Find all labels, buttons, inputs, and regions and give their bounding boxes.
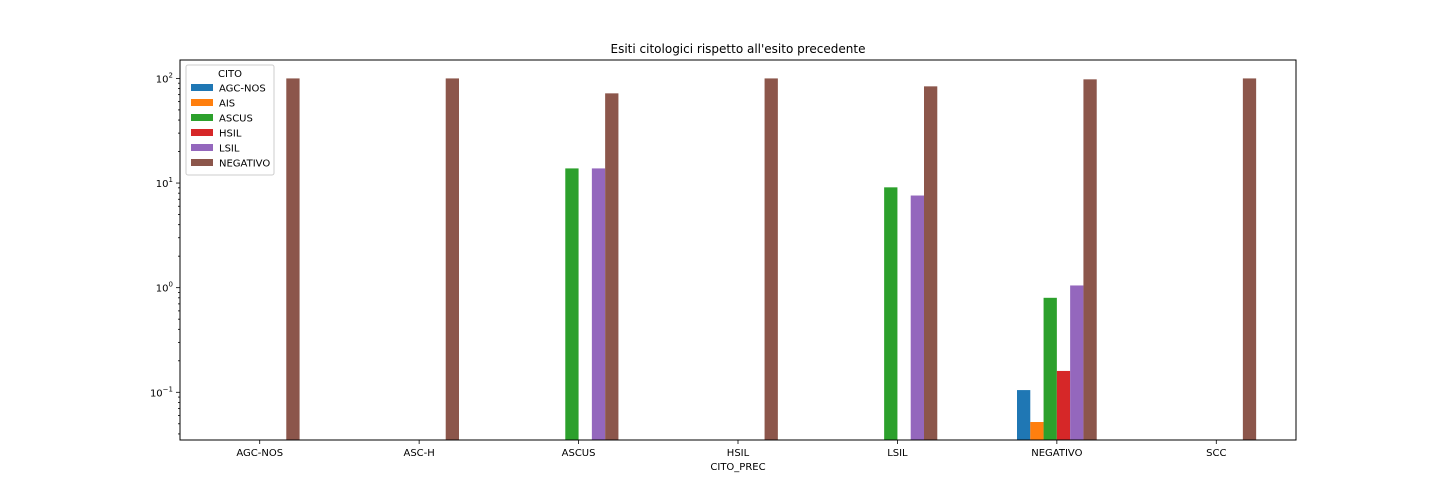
legend-swatch-lsil bbox=[191, 144, 213, 151]
y-axis: 10−1 100 101 102 bbox=[150, 71, 180, 435]
y-tick-label: 100 bbox=[156, 281, 173, 295]
bar-agc-nos-negativo bbox=[1017, 390, 1031, 440]
legend-swatch-ais bbox=[191, 99, 213, 106]
bar-negativo-ascus bbox=[605, 93, 619, 440]
legend-label-ais: AIS bbox=[219, 99, 235, 110]
x-tick-label: ASCUS bbox=[562, 448, 596, 459]
x-tick-label: SCC bbox=[1206, 448, 1226, 459]
y-tick-label: 101 bbox=[156, 176, 173, 190]
bar-ascus-ascus bbox=[565, 168, 579, 440]
bar-negativo-asc-h bbox=[445, 78, 459, 441]
legend-label-ascus: ASCUS bbox=[219, 114, 253, 125]
bar-negativo-lsil bbox=[924, 86, 938, 440]
bar-lsil-negativo bbox=[1070, 285, 1084, 440]
bar-hsil-negativo bbox=[1056, 370, 1071, 440]
legend-title: CITO bbox=[218, 69, 242, 80]
bar-negativo-negativo bbox=[1083, 79, 1097, 440]
bar-ais-negativo bbox=[1030, 422, 1044, 440]
legend-swatch-agc-nos bbox=[191, 84, 213, 91]
legend-label-negativo: NEGATIVO bbox=[219, 159, 270, 170]
plot-frame bbox=[179, 59, 1297, 441]
legend: CITO AGC-NOS AIS ASCUS HSIL LSIL NEGATIVO bbox=[185, 64, 275, 176]
bar-negativo-agc-nos bbox=[286, 78, 300, 441]
legend-swatch-hsil bbox=[191, 129, 213, 136]
bar-negativo-scc bbox=[1242, 78, 1257, 441]
bars-layer bbox=[286, 78, 1257, 441]
x-tick-label: NEGATIVO bbox=[1031, 448, 1082, 459]
x-axis-title: CITO_PREC bbox=[710, 462, 765, 473]
legend-label-agc-nos: AGC-NOS bbox=[219, 84, 266, 95]
bar-lsil-lsil bbox=[910, 195, 924, 440]
bar-lsil-ascus bbox=[591, 168, 606, 440]
legend-label-hsil: HSIL bbox=[219, 129, 242, 140]
x-tick-label: HSIL bbox=[727, 448, 750, 459]
y-tick-label: 10−1 bbox=[150, 385, 173, 399]
bar-negativo-hsil bbox=[764, 78, 778, 441]
x-tick-label: AGC-NOS bbox=[236, 448, 283, 459]
legend-swatch-ascus bbox=[191, 114, 213, 121]
legend-label-lsil: LSIL bbox=[219, 144, 240, 155]
bar-ascus-negativo bbox=[1043, 297, 1057, 440]
bar-ascus-lsil bbox=[884, 187, 898, 440]
chart-title: Esiti citologici rispetto all'esito prec… bbox=[611, 42, 866, 56]
x-tick-label: LSIL bbox=[887, 448, 908, 459]
y-tick-label: 102 bbox=[156, 71, 173, 85]
legend-swatch-negativo bbox=[191, 159, 213, 166]
x-tick-label: ASC-H bbox=[403, 448, 434, 459]
x-axis: AGC-NOS ASC-H ASCUS HSIL LSIL NEGATIVO SCC bbox=[236, 440, 1226, 459]
